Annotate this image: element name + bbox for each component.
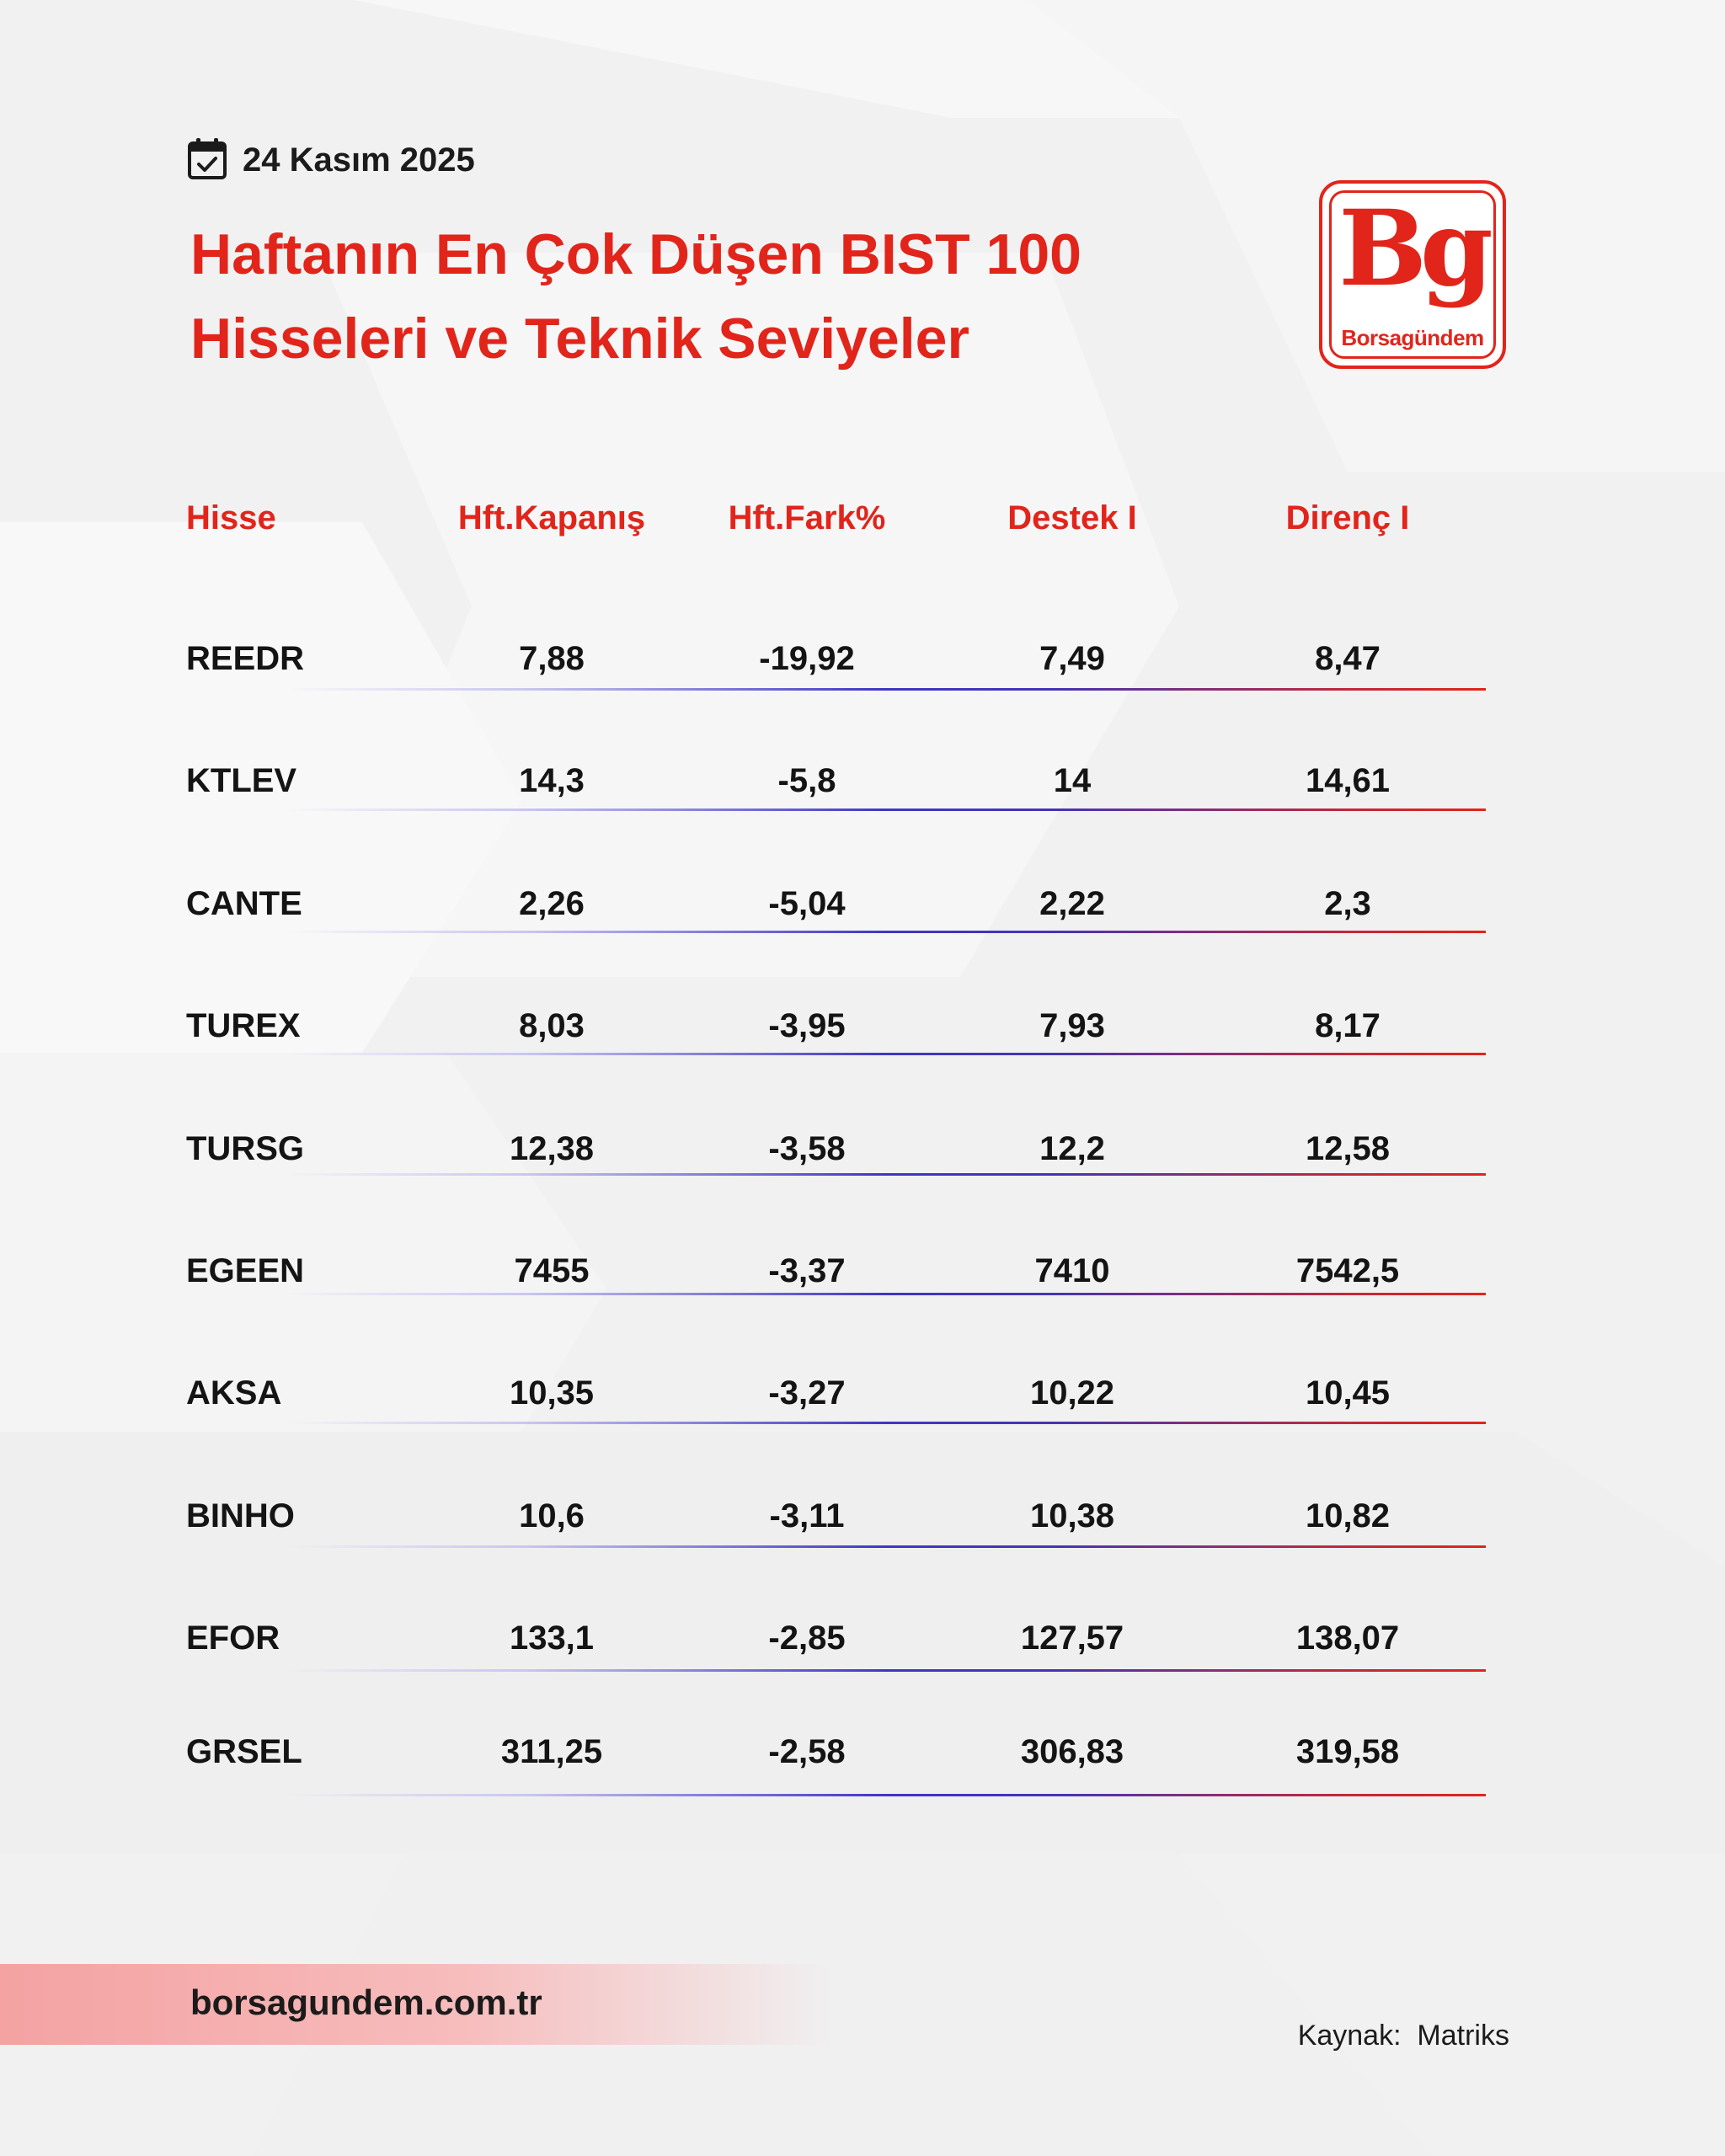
date-row: 24 Kasım 2025 bbox=[187, 136, 475, 184]
row-divider bbox=[286, 931, 1486, 933]
value-cell: 8,17 bbox=[1315, 1007, 1381, 1044]
value-cell: 10,82 bbox=[1305, 1497, 1391, 1534]
value-cell: 7455 bbox=[514, 1252, 590, 1289]
title-line-1: Haftanın En Çok Düşen BIST 100 bbox=[190, 222, 1081, 286]
column-header-resistance: Direnç I bbox=[1285, 499, 1410, 536]
ticker-cell: TUREX bbox=[186, 1007, 301, 1044]
ticker-cell: GRSEL bbox=[186, 1733, 302, 1770]
value-cell: 7,88 bbox=[519, 640, 585, 677]
table-row: GRSEL 311,25 -2,58 306,83 319,58 bbox=[0, 1726, 1725, 1777]
table-row: EFOR 133,1 -2,85 127,57 138,07 bbox=[0, 1613, 1725, 1663]
footer-url: borsagundem.com.tr bbox=[190, 1983, 542, 2022]
value-cell: 8,03 bbox=[519, 1007, 585, 1044]
page-title: Haftanın En Çok Düşen BIST 100 Hisseleri… bbox=[190, 212, 1285, 381]
value-cell: 2,26 bbox=[519, 885, 585, 922]
ticker-cell: REEDR bbox=[186, 640, 305, 677]
column-header-change: Hft.Fark% bbox=[728, 499, 886, 536]
column-header-closing: Hft.Kapanış bbox=[457, 499, 646, 536]
table-row: TURSG 12,38 -3,58 12,2 12,58 bbox=[0, 1123, 1725, 1174]
ticker-cell: EGEEN bbox=[186, 1252, 305, 1289]
value-cell: 2,22 bbox=[1039, 885, 1105, 922]
table-row: REEDR 7,88 -19,92 7,49 8,47 bbox=[0, 633, 1725, 684]
ticker-cell: BINHO bbox=[186, 1497, 295, 1534]
value-cell: 7410 bbox=[1034, 1252, 1110, 1289]
row-divider bbox=[286, 1173, 1486, 1176]
title-line-2: Hisseleri ve Teknik Seviyeler bbox=[190, 307, 969, 371]
ticker-cell: TURSG bbox=[186, 1130, 304, 1167]
value-cell: -3,37 bbox=[768, 1252, 846, 1289]
calendar-check-icon bbox=[187, 136, 227, 184]
logo-name: Borsagündem bbox=[1341, 325, 1484, 350]
column-header-support: Destek I bbox=[1007, 499, 1137, 536]
value-cell: 2,3 bbox=[1324, 885, 1371, 922]
value-cell: 319,58 bbox=[1295, 1733, 1400, 1770]
table-row: AKSA 10,35 -3,27 10,22 10,45 bbox=[0, 1368, 1725, 1418]
value-cell: 10,6 bbox=[519, 1497, 585, 1534]
value-cell: 306,83 bbox=[1020, 1733, 1124, 1770]
ticker-cell: KTLEV bbox=[186, 762, 297, 799]
row-divider bbox=[286, 688, 1486, 691]
value-cell: 10,45 bbox=[1305, 1374, 1391, 1412]
value-cell: 14 bbox=[1053, 762, 1092, 799]
value-cell: 7542,5 bbox=[1295, 1252, 1400, 1289]
table-row: BINHO 10,6 -3,11 10,38 10,82 bbox=[0, 1491, 1725, 1541]
value-cell: -3,11 bbox=[769, 1497, 845, 1534]
footer-band bbox=[0, 1964, 834, 2045]
value-cell: 10,38 bbox=[1029, 1497, 1115, 1534]
ticker-cell: EFOR bbox=[186, 1620, 280, 1657]
value-cell: 133,1 bbox=[509, 1620, 595, 1657]
value-cell: -3,58 bbox=[768, 1130, 846, 1167]
value-cell: -2,85 bbox=[768, 1620, 846, 1657]
value-cell: 7,93 bbox=[1039, 1007, 1105, 1044]
value-cell: 8,47 bbox=[1315, 640, 1381, 677]
value-cell: 12,2 bbox=[1039, 1130, 1105, 1167]
value-cell: 14,61 bbox=[1305, 762, 1391, 799]
source-label: Kaynak: Matriks bbox=[1297, 2020, 1509, 2052]
value-cell: 7,49 bbox=[1039, 640, 1105, 677]
value-cell: 127,57 bbox=[1020, 1620, 1124, 1657]
row-divider bbox=[286, 1293, 1486, 1295]
value-cell: -19,92 bbox=[759, 640, 855, 677]
row-divider bbox=[286, 1794, 1486, 1796]
table-row: KTLEV 14,3 -5,8 14 14,61 bbox=[0, 755, 1725, 806]
table-row: EGEEN 7455 -3,37 7410 7542,5 bbox=[0, 1246, 1725, 1296]
table-row: TUREX 8,03 -3,95 7,93 8,17 bbox=[0, 1001, 1725, 1051]
value-cell: -5,04 bbox=[768, 885, 846, 922]
row-divider bbox=[286, 808, 1486, 811]
date-label: 24 Kasım 2025 bbox=[243, 141, 475, 179]
value-cell: 10,22 bbox=[1029, 1374, 1115, 1412]
value-cell: -3,27 bbox=[768, 1374, 846, 1412]
column-header-hisse: Hisse bbox=[186, 499, 276, 536]
value-cell: -2,58 bbox=[768, 1733, 846, 1770]
table-row: CANTE 2,26 -5,04 2,22 2,3 bbox=[0, 878, 1725, 929]
value-cell: 12,38 bbox=[509, 1130, 595, 1167]
borsagundem-logo: Bg Borsagündem bbox=[1319, 180, 1506, 369]
ticker-cell: AKSA bbox=[186, 1374, 282, 1412]
value-cell: -5,8 bbox=[777, 762, 836, 799]
value-cell: -3,95 bbox=[768, 1007, 846, 1044]
logo-mark: Bg bbox=[1338, 190, 1493, 310]
row-divider bbox=[286, 1669, 1486, 1672]
value-cell: 311,25 bbox=[500, 1733, 603, 1770]
row-divider bbox=[286, 1545, 1486, 1548]
ticker-cell: CANTE bbox=[186, 885, 302, 922]
row-divider bbox=[286, 1053, 1486, 1055]
row-divider bbox=[286, 1422, 1486, 1424]
value-cell: 14,3 bbox=[519, 762, 585, 799]
value-cell: 12,58 bbox=[1305, 1130, 1391, 1167]
value-cell: 138,07 bbox=[1295, 1620, 1400, 1657]
value-cell: 10,35 bbox=[509, 1374, 595, 1412]
